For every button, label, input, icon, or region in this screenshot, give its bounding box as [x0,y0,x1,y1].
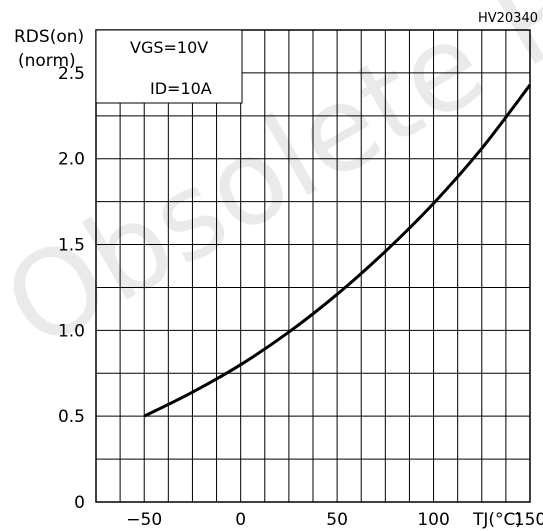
plot-frame [95,29,531,503]
y-axis-label-line2: (norm) [18,51,76,71]
x-tick-labels: −50 0 50 100 150 [126,510,543,530]
annotation-id: ID=10A [150,79,212,98]
y-tick-label: 1.0 [58,321,85,341]
annotation-box [95,29,243,104]
y-tick-labels: 0 0.5 1.0 1.5 2.0 2.5 [58,64,85,513]
y-tick-label: 2.5 [58,64,85,84]
y-tick-label: 0.5 [58,407,85,427]
grid [95,29,531,503]
y-tick-label: 2.0 [58,150,85,170]
x-tick-label: 50 [326,510,348,530]
watermark-text: Obsolete Product [0,0,543,376]
x-axis-label: TJ(°C) [472,510,522,530]
x-tick-label: 100 [417,510,449,530]
annotation-vgs: VGS=10V [130,38,208,57]
series-line [143,84,532,418]
x-tick-label: 0 [235,510,246,530]
y-axis-label-line1: RDS(on) [14,27,84,47]
figure-code: HV20340 [478,11,538,26]
y-tick-label: 0 [74,493,85,513]
x-tick-label: 150 [514,510,543,530]
y-tick-label: 1.5 [58,236,85,256]
x-tick-label: −50 [126,510,162,530]
